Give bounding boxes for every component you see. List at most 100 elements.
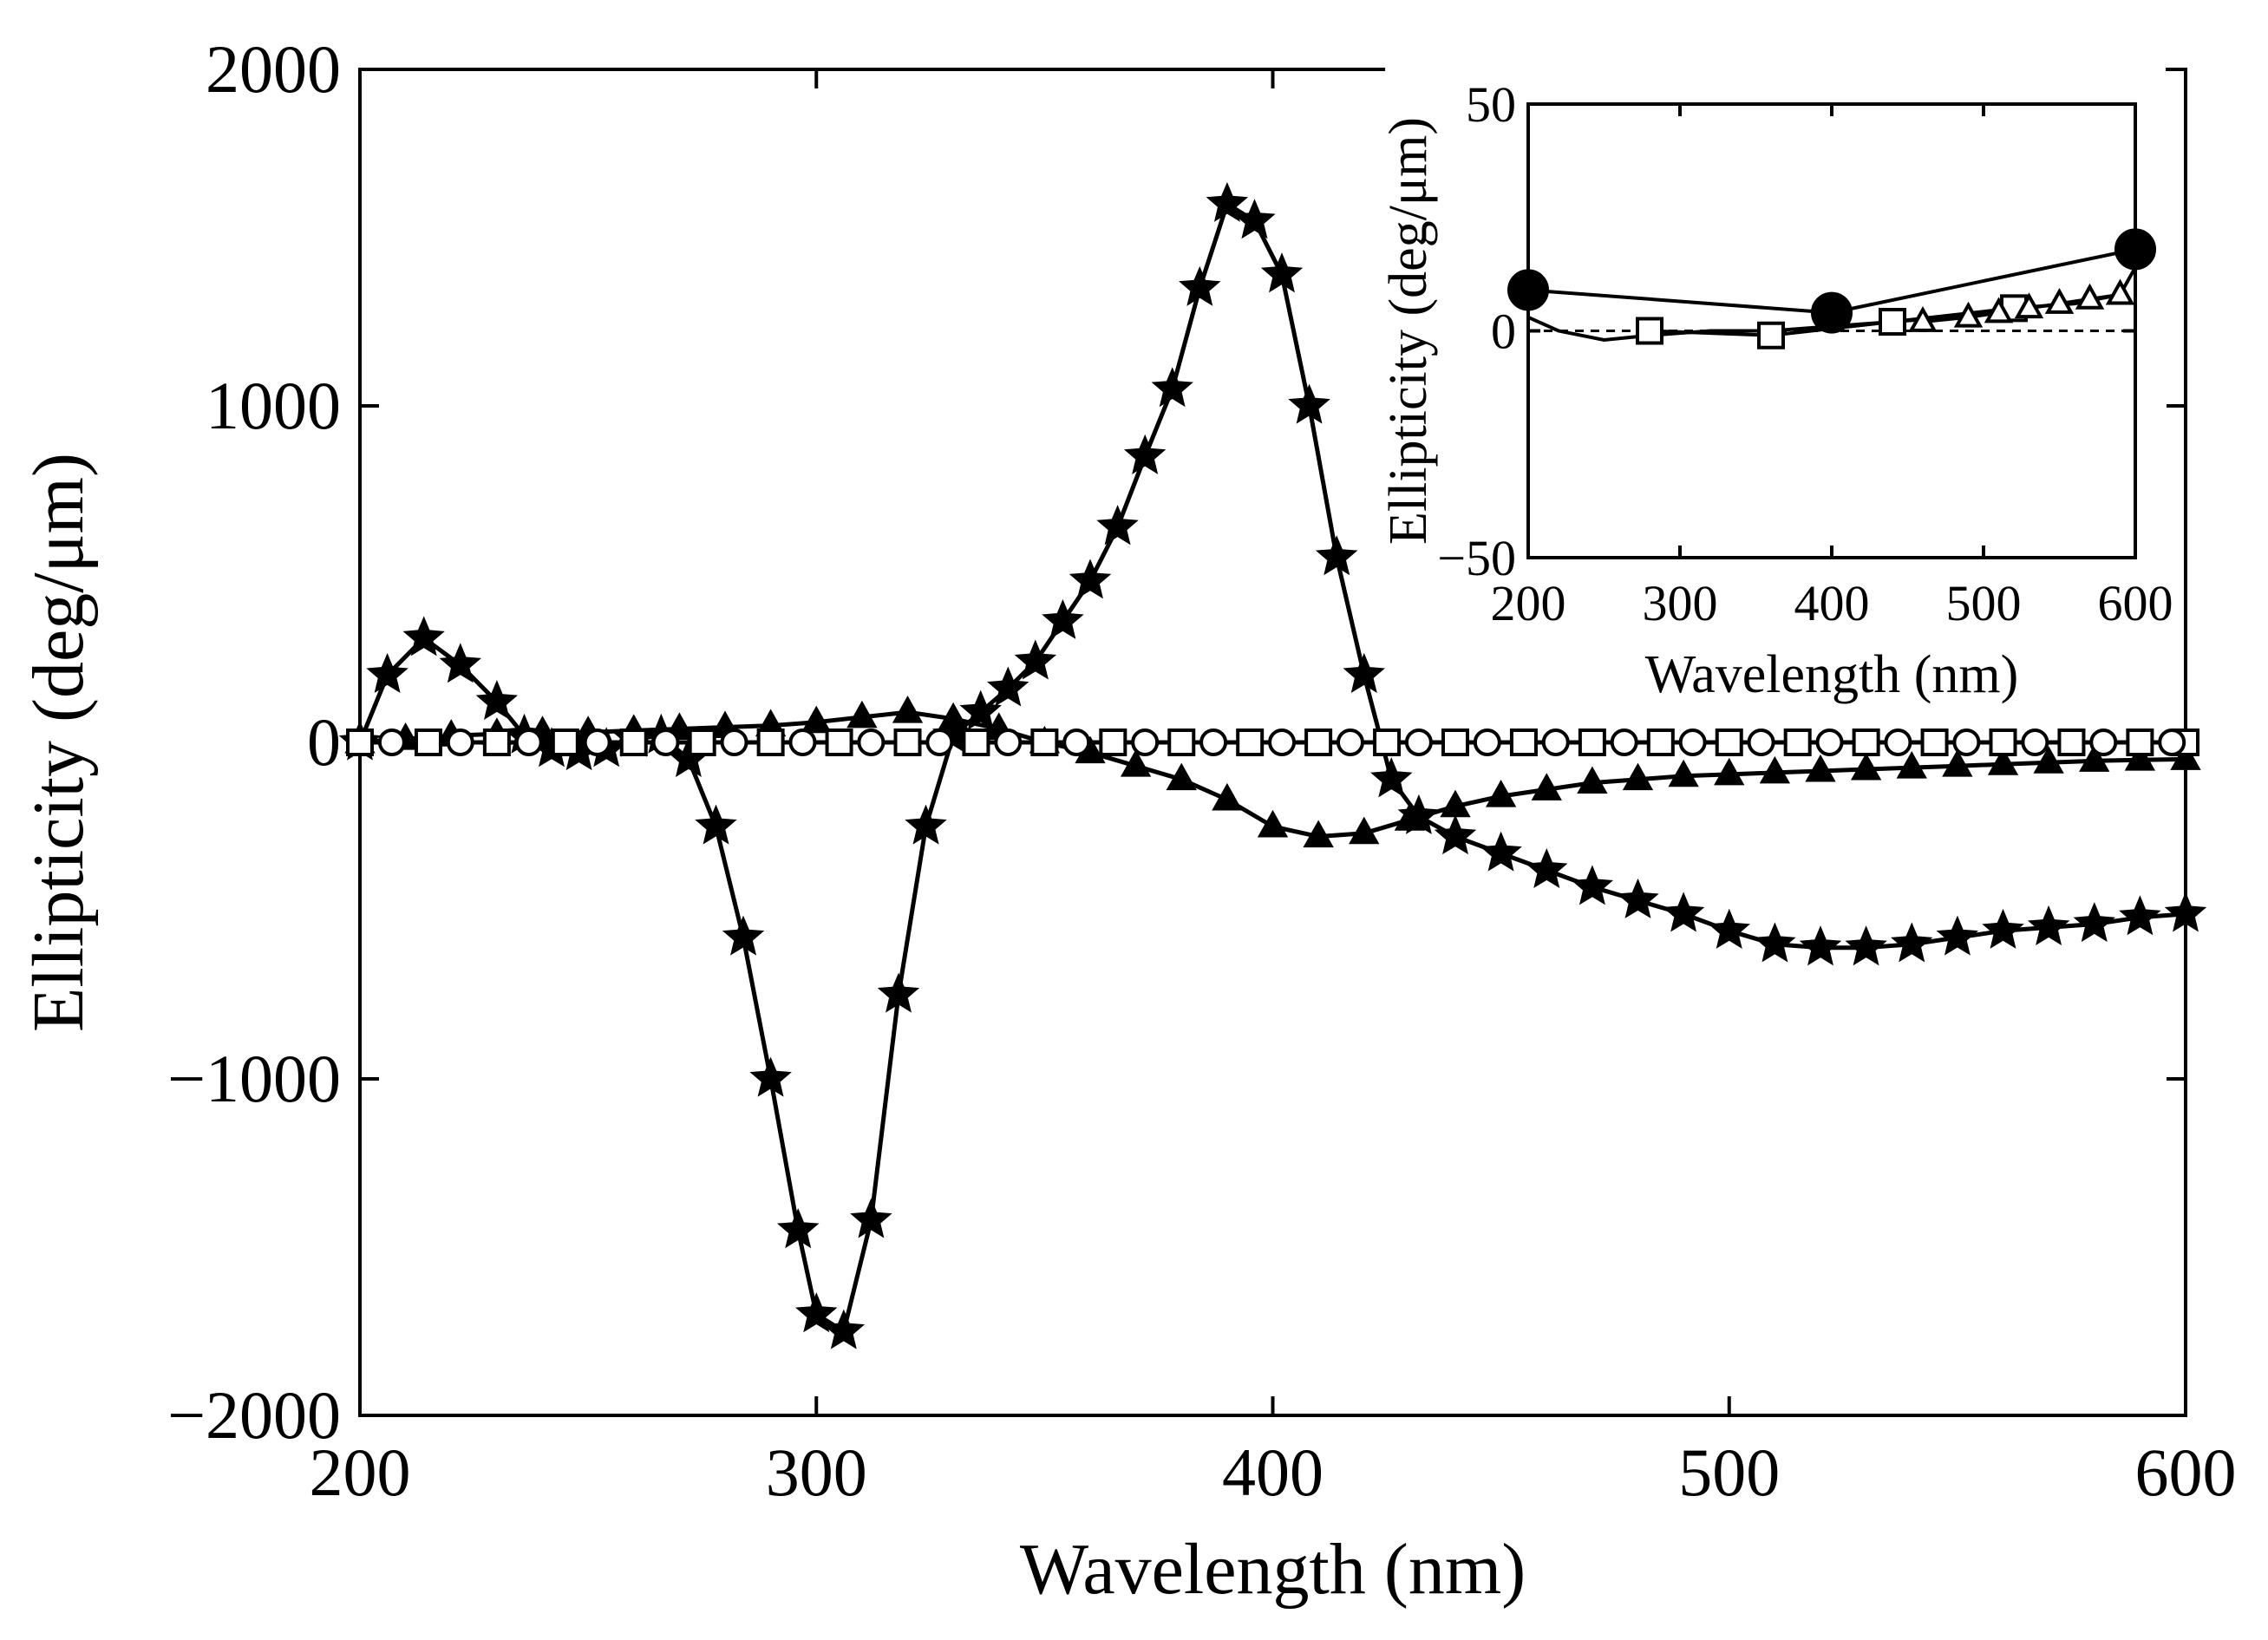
marker-filled-triangle — [1987, 748, 2019, 775]
inset-y-tick-label: −50 — [1437, 530, 1516, 586]
marker-open-square — [551, 729, 579, 756]
marker-open-circle — [2021, 729, 2049, 756]
inset-marker-filled-circle — [2114, 228, 2156, 271]
marker-star — [1845, 925, 1887, 966]
marker-open-circle — [788, 729, 817, 756]
marker-open-circle — [1336, 729, 1364, 756]
marker-filled-triangle — [1394, 803, 1426, 831]
marker-filled-triangle — [2124, 743, 2156, 771]
inset-y-axis-title: Ellipticity (deg/μm) — [1379, 117, 1438, 545]
marker-star — [475, 679, 519, 721]
marker-open-circle — [1952, 729, 1981, 756]
marker-star — [1526, 847, 1568, 889]
marker-open-circle — [1678, 729, 1707, 756]
marker-filled-triangle — [846, 700, 878, 729]
marker-open-square — [346, 729, 374, 756]
inset-marker-open-square — [1636, 317, 1663, 345]
main-markers — [338, 181, 2207, 1349]
marker-star — [1480, 831, 1522, 872]
marker-star — [776, 1208, 820, 1249]
marker-star — [1891, 922, 1933, 963]
marker-open-circle — [1541, 729, 1570, 756]
marker-star — [795, 1292, 838, 1333]
marker-filled-triangle — [1942, 749, 1973, 777]
marker-star — [1370, 757, 1413, 798]
marker-open-square — [1989, 729, 2017, 756]
marker-open-circle — [514, 729, 543, 756]
marker-star — [822, 1309, 866, 1349]
inset-x-tick-label: 200 — [1491, 575, 1566, 631]
y-tick-label: 0 — [307, 704, 341, 780]
inset-marker-open-triangle — [1908, 305, 1938, 332]
marker-star — [987, 666, 1029, 707]
marker-open-square — [619, 729, 648, 756]
marker-star — [439, 643, 481, 683]
marker-open-square — [1509, 729, 1538, 756]
marker-filled-triangle — [1577, 766, 1608, 794]
marker-star — [1343, 652, 1385, 694]
x-tick-label: 600 — [2135, 1434, 2237, 1510]
marker-star — [2027, 905, 2070, 946]
marker-open-square — [688, 729, 716, 756]
marker-star — [749, 1056, 792, 1097]
marker-filled-triangle — [1622, 762, 1654, 791]
marker-open-circle — [651, 729, 680, 756]
inset-marker-open-square — [1757, 321, 1785, 350]
marker-filled-triangle — [1805, 754, 1836, 782]
marker-open-circle — [994, 729, 1023, 756]
y-axis-title: Ellipticity (deg/μm) — [18, 453, 99, 1032]
marker-star — [1206, 181, 1249, 222]
y-tick-label: −2000 — [167, 1377, 341, 1453]
marker-open-square — [1920, 729, 1949, 756]
marker-open-square — [1099, 729, 1127, 756]
marker-filled-triangle — [1850, 752, 1882, 781]
marker-star — [959, 689, 1002, 730]
marker-star — [1123, 434, 1167, 474]
marker-open-circle — [1268, 729, 1297, 756]
inset-x-tick-label: 600 — [2098, 575, 2173, 631]
inset-marker-filled-circle — [1507, 269, 1549, 311]
marker-filled-triangle — [2079, 744, 2110, 772]
inset-x-tick-label: 500 — [1946, 575, 2022, 631]
marker-open-circle — [2089, 729, 2118, 756]
marker-open-circle — [583, 729, 611, 756]
marker-filled-triangle — [1120, 749, 1152, 777]
marker-star — [1315, 535, 1358, 576]
marker-star — [1233, 199, 1276, 239]
marker-filled-triangle — [2170, 742, 2201, 770]
marker-filled-triangle — [1257, 809, 1289, 838]
marker-star — [850, 1198, 892, 1238]
marker-open-square — [1167, 729, 1196, 756]
marker-open-circle — [1473, 729, 1501, 756]
inset-y-tick-label: 0 — [1491, 304, 1516, 360]
inset-markers — [1507, 228, 2156, 350]
inset-marker-filled-circle — [1811, 291, 1853, 334]
marker-star — [1179, 265, 1221, 306]
inset-x-axis-title: Wavelength (nm) — [1645, 645, 2019, 704]
marker-open-square — [962, 729, 990, 756]
marker-star — [1151, 367, 1193, 408]
marker-star — [2119, 895, 2161, 936]
marker-open-square — [482, 729, 511, 756]
y-tick-label: 2000 — [206, 31, 341, 107]
marker-filled-triangle — [938, 702, 969, 730]
marker-open-square — [825, 729, 853, 756]
marker-open-square — [893, 729, 922, 756]
marker-star — [1042, 598, 1084, 639]
marker-star — [1434, 814, 1477, 855]
marker-open-square — [1441, 729, 1469, 756]
marker-open-circle — [1747, 729, 1775, 756]
inset-plot: 200 300 400 500 600 −50 0 50 Wavelength (nm) El… — [1379, 61, 2173, 704]
marker-star — [1096, 505, 1139, 546]
marker-star — [1982, 908, 2024, 949]
marker-open-circle — [2158, 729, 2186, 756]
marker-open-square — [2126, 729, 2154, 756]
marker-star — [1571, 865, 1614, 905]
marker-star — [1288, 383, 1330, 424]
x-tick-label: 400 — [1222, 1434, 1324, 1510]
marker-star — [1014, 639, 1057, 680]
marker-open-circle — [1884, 729, 1912, 756]
x-tick-label: 500 — [1678, 1434, 1780, 1510]
inset-marker-open-triangle — [1953, 301, 1984, 328]
